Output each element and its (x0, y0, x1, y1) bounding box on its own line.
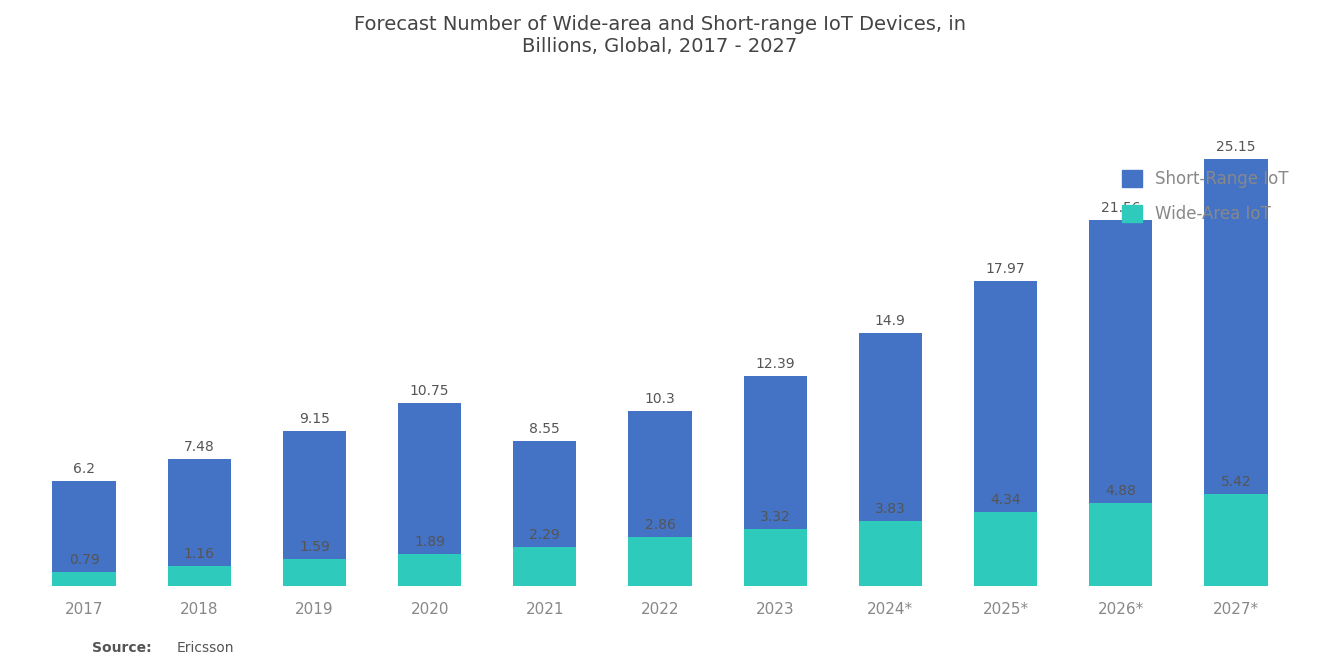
Text: 1.16: 1.16 (183, 547, 215, 561)
Text: 25.15: 25.15 (1216, 140, 1255, 154)
Text: 21.56: 21.56 (1101, 201, 1140, 215)
Text: 1.59: 1.59 (300, 540, 330, 554)
Text: 7.48: 7.48 (183, 440, 215, 454)
Bar (513, 441, 577, 586)
Text: 17.97: 17.97 (986, 262, 1026, 276)
Text: 2.29: 2.29 (529, 528, 560, 542)
Text: 10.3: 10.3 (644, 392, 676, 406)
Bar (859, 333, 923, 586)
Text: 10.75: 10.75 (411, 384, 449, 398)
Text: 4.88: 4.88 (1105, 484, 1137, 498)
Bar (743, 529, 807, 586)
Bar (859, 521, 923, 586)
Text: Ericsson: Ericsson (177, 640, 235, 655)
Text: 9.15: 9.15 (300, 412, 330, 426)
Bar (397, 554, 461, 586)
Bar (1204, 494, 1267, 586)
Bar (743, 376, 807, 586)
Bar (513, 547, 577, 586)
Title: Forecast Number of Wide-area and Short-range IoT Devices, in
Billions, Global, 2: Forecast Number of Wide-area and Short-r… (354, 15, 966, 56)
Bar (1089, 503, 1152, 586)
Text: 12.39: 12.39 (755, 356, 795, 370)
Text: 5.42: 5.42 (1221, 475, 1251, 489)
Bar (168, 566, 231, 586)
Text: 4.34: 4.34 (990, 493, 1020, 507)
Text: 3.32: 3.32 (760, 510, 791, 525)
Legend: Short-Range IoT, Wide-Area IoT: Short-Range IoT, Wide-Area IoT (1113, 162, 1296, 231)
Bar (1089, 220, 1152, 586)
Bar (974, 512, 1038, 586)
Text: 2.86: 2.86 (644, 518, 676, 532)
Text: Source:: Source: (92, 640, 152, 655)
Bar (974, 281, 1038, 586)
Text: 14.9: 14.9 (875, 314, 906, 328)
Text: 8.55: 8.55 (529, 422, 560, 436)
Bar (628, 537, 692, 586)
Bar (1204, 159, 1267, 586)
Bar (282, 559, 346, 586)
Text: 1.89: 1.89 (414, 535, 445, 549)
Text: 3.83: 3.83 (875, 501, 906, 516)
Bar (628, 411, 692, 586)
Bar (282, 431, 346, 586)
Bar (397, 404, 461, 586)
Bar (53, 573, 116, 586)
Text: 6.2: 6.2 (73, 462, 95, 475)
Bar (53, 481, 116, 586)
Text: 0.79: 0.79 (69, 553, 99, 567)
Bar (168, 459, 231, 586)
